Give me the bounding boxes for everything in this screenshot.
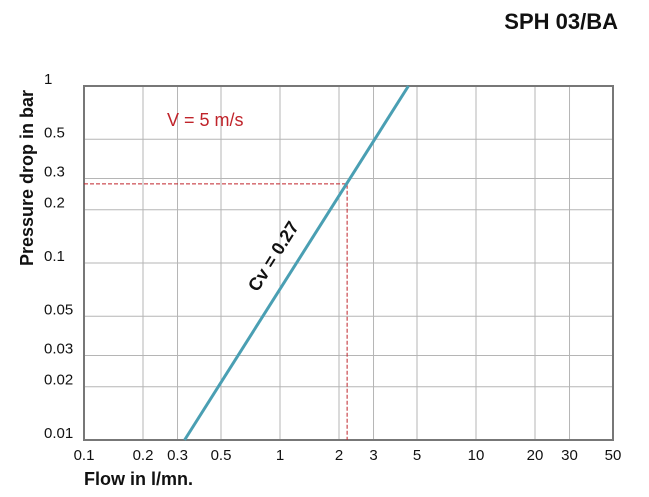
y-tick-label: 0.01: [44, 425, 73, 442]
y-tick-label: 0.2: [44, 195, 65, 212]
y-axis-label: Pressure drop in bar: [17, 90, 37, 266]
x-tick-label: 2: [335, 447, 343, 464]
x-tick-label: 20: [527, 447, 544, 464]
y-tick-label: 0.02: [44, 372, 73, 389]
x-tick-label: 0.5: [211, 447, 232, 464]
flow-line: [183, 85, 410, 441]
y-tick-label: 0.5: [44, 124, 65, 141]
y-tick-label: 0.03: [44, 341, 73, 358]
x-tick-label: 50: [605, 447, 622, 464]
x-tick-label: 0.2: [133, 447, 154, 464]
x-tick-label: 10: [468, 447, 485, 464]
x-tick-label: 5: [413, 447, 421, 464]
reference-line: [84, 183, 348, 440]
x-tick-label: 1: [276, 447, 284, 464]
x-tick-label: 0.1: [74, 447, 95, 464]
x-tick-label: 30: [561, 447, 578, 464]
y-tick-label: 0.05: [44, 301, 73, 318]
x-tick-label: 3: [369, 447, 377, 464]
y-tick-label: 0.3: [44, 164, 65, 181]
annotation: V = 5 m/s: [167, 110, 244, 130]
annotation: Cv = 0.27: [244, 218, 303, 295]
plot-frame: [83, 85, 614, 441]
x-axis-label: Flow in l/mn.: [84, 469, 193, 489]
y-tick-label: 0.1: [44, 248, 65, 265]
y-tick-label: 1: [44, 71, 52, 88]
chart-title: SPH 03/BA: [504, 9, 618, 34]
x-tick-label: 0.3: [167, 447, 188, 464]
